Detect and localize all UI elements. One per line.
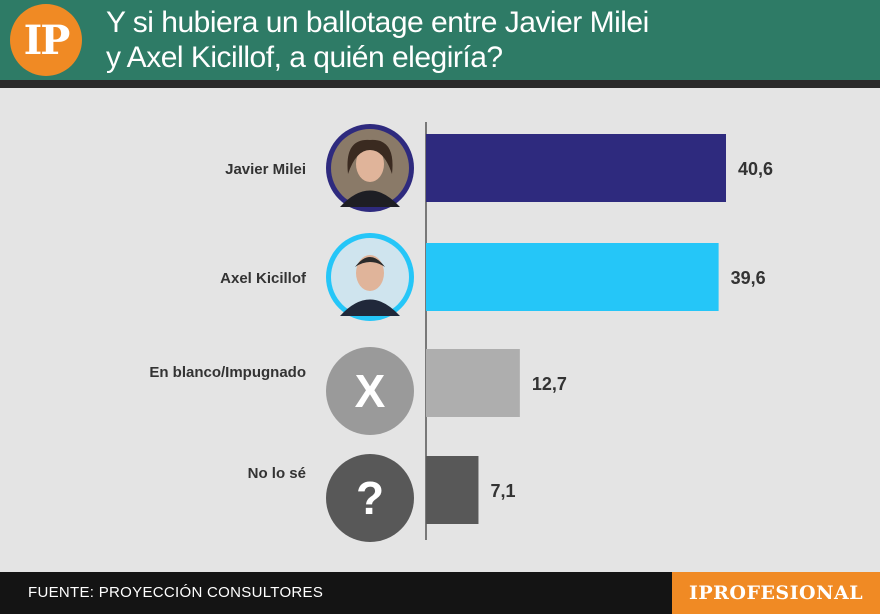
brand-logo: IPROFESIONAL [688, 582, 864, 604]
portrait-shoulders [340, 299, 400, 316]
data-label: 7,1 [490, 481, 515, 501]
category-label: Javier Milei [225, 161, 306, 178]
header: IP Y si hubiera un ballotage entre Javie… [0, 0, 880, 80]
portrait-hair [347, 139, 393, 174]
title-line-2: y Axel Kicillof, a quién elegiría? [106, 41, 503, 74]
bar-row: 39,6 Axel Kicillof [220, 233, 766, 321]
portrait-face [356, 255, 384, 291]
question-icon: ? [326, 454, 414, 542]
portrait-shoulders [340, 190, 400, 207]
header-divider [0, 80, 880, 88]
brand-box: IPROFESIONAL [672, 572, 880, 614]
category-label: No lo sé [248, 465, 306, 482]
bar-row: 12,7 En blanco/Impugnado X [149, 347, 567, 435]
data-label: 40,6 [738, 159, 773, 179]
footer: FUENTE: PROYECCIÓN CONSULTORES IPROFESIO… [0, 572, 880, 614]
bar [426, 243, 719, 311]
bar-row: 40,6 Javier Milei [225, 124, 773, 212]
bar-chart: 40,6 Javier Milei 39,6 Axel Kicillof 12,7 En … [149, 122, 773, 542]
x-icon: X [326, 347, 414, 435]
icon-circle [326, 454, 414, 542]
source-text: FUENTE: PROYECCIÓN CONSULTORES [28, 584, 324, 601]
category-label: En blanco/Impugnado [149, 364, 306, 381]
portrait-face [356, 146, 384, 182]
category-label: Axel Kicillof [220, 270, 307, 287]
portrait-hair [355, 257, 385, 267]
icon-glyph: X [355, 365, 386, 417]
icon-glyph: ? [356, 472, 384, 524]
data-label: 12,7 [532, 374, 567, 394]
bar-row: 7,1 No lo sé? [248, 454, 515, 542]
milei-portrait [326, 124, 414, 212]
bar [426, 456, 479, 524]
icon-circle [326, 347, 414, 435]
chart-title: Y si hubiera un ballotage entre Javier M… [106, 5, 866, 75]
bar [426, 349, 520, 417]
kicillof-portrait [326, 233, 414, 321]
bar [426, 134, 726, 202]
ip-logo-text: IP [23, 16, 71, 64]
title-line-1: Y si hubiera un ballotage entre Javier M… [106, 6, 649, 39]
data-label: 39,6 [731, 268, 766, 288]
ip-logo: IP [10, 4, 82, 76]
